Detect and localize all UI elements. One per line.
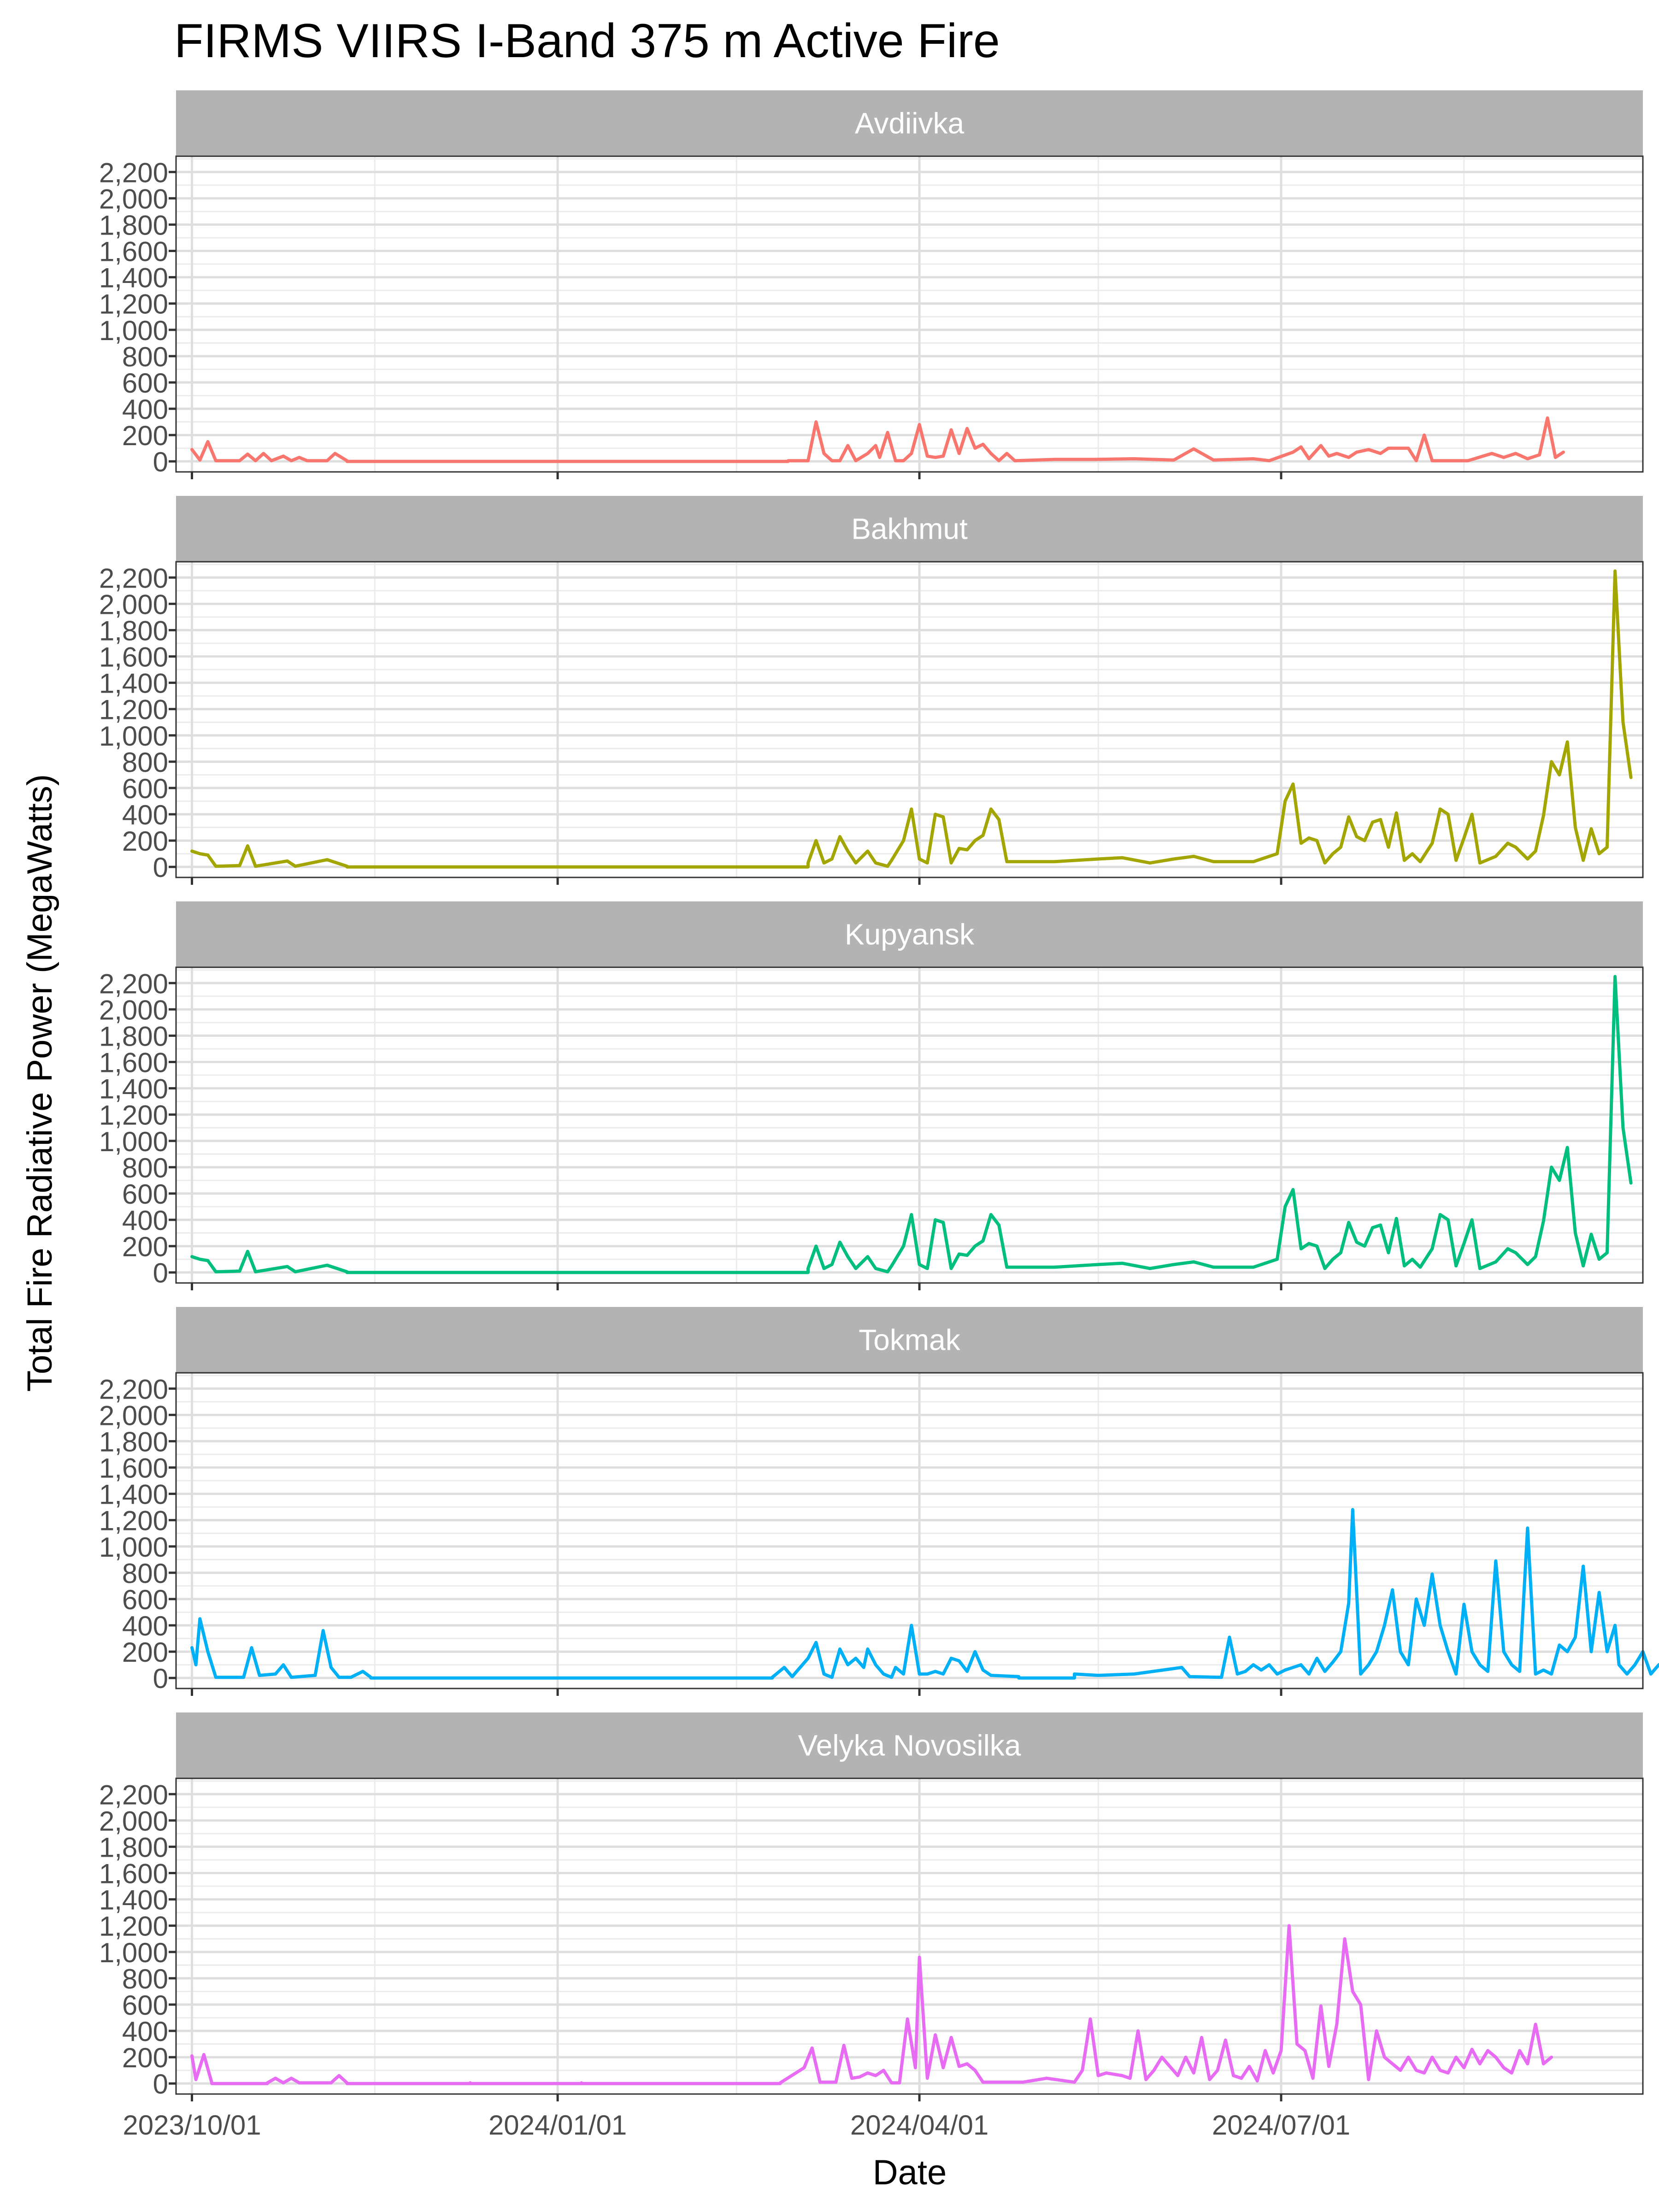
y-tick-label: 200	[122, 2042, 168, 2073]
plot-panel	[176, 967, 1643, 1283]
panel-border	[175, 1372, 1644, 1689]
y-tick-label: 2,200	[99, 1374, 168, 1405]
y-tick-label: 1,400	[99, 1479, 168, 1510]
y-tick-label: 2,200	[99, 968, 168, 999]
facet-strip	[176, 496, 1643, 562]
series-line	[190, 1508, 1659, 1680]
y-tick-label: 2,000	[99, 994, 168, 1025]
series-line	[190, 416, 1565, 463]
y-tick-label: 1,600	[99, 1047, 168, 1078]
y-tick-label: 1,200	[99, 289, 168, 320]
y-tick-label: 800	[122, 1964, 168, 1994]
y-tick-label: 0	[153, 2069, 168, 2100]
facet-strip	[176, 1307, 1643, 1373]
facet-panel: Tokmak 02004006008001,0001,2001,4001,6001…	[99, 1307, 1659, 1696]
y-tick-label: 400	[122, 1205, 168, 1236]
y-tick-label: 2,200	[99, 1779, 168, 1810]
y-tick-label: 2,200	[99, 563, 168, 594]
y-tick-label: 600	[122, 773, 168, 804]
y-tick-label: 1,400	[99, 1885, 168, 1916]
y-tick-label: 1,800	[99, 615, 168, 646]
y-axis-title: Total Fire Radiative Power (MegaWatts)	[20, 774, 59, 1392]
y-tick-label: 600	[122, 1179, 168, 1210]
y-tick-label: 800	[122, 747, 168, 778]
facet-panel: Avdiivka 02004006008001,0001,2001,4001,60…	[99, 90, 1644, 479]
plot-panel	[176, 156, 1643, 472]
y-tick-label: 800	[122, 1153, 168, 1183]
y-tick-label: 0	[153, 447, 168, 477]
y-tick-label: 1,000	[99, 315, 168, 346]
x-axis: 2023/10/01 2024/01/01 2024/04/01 2024/07/01	[123, 2110, 1350, 2141]
facet-strip-label: Bakhmut	[851, 512, 968, 546]
y-tick-label: 2,000	[99, 1400, 168, 1431]
facet-strip	[176, 901, 1643, 967]
y-tick-label: 1,200	[99, 694, 168, 725]
facet-strip-label: Kupyansk	[845, 918, 975, 951]
y-tick-label: 1,400	[99, 263, 168, 294]
series-line	[190, 1924, 1553, 2085]
y-tick-label: 2,000	[99, 1806, 168, 1836]
facet-strip-label: Avdiivka	[855, 107, 965, 140]
facet-strip-label: Velyka Novosilka	[798, 1729, 1021, 1762]
panel-border	[175, 966, 1644, 1284]
facet-panel: Kupyansk 02004006008001,0001,2001,4001,60…	[99, 901, 1644, 1290]
y-tick-label: 1,800	[99, 1021, 168, 1052]
y-tick-label: 1,000	[99, 1126, 168, 1157]
y-tick-label: 1,400	[99, 1074, 168, 1105]
y-tick-label: 1,800	[99, 1832, 168, 1863]
y-tick-label: 0	[153, 1258, 168, 1288]
facet-strip-label: Tokmak	[859, 1324, 961, 1357]
y-tick-label: 1,600	[99, 236, 168, 267]
y-tick-label: 2,200	[99, 157, 168, 188]
facet-panels: Avdiivka02004006008001,0001,2001,4001,60…	[99, 90, 1659, 2101]
y-tick-label: 1,800	[99, 1426, 168, 1457]
y-tick-label: 800	[122, 341, 168, 372]
plot-panel	[176, 1778, 1643, 2094]
y-tick-label: 600	[122, 1990, 168, 2021]
y-tick-label: 2,000	[99, 589, 168, 620]
y-tick-label: 0	[153, 852, 168, 883]
y-tick-label: 400	[122, 394, 168, 425]
facet-strip	[176, 1712, 1643, 1778]
y-tick-label: 400	[122, 2016, 168, 2047]
y-tick-label: 2,000	[99, 183, 168, 214]
x-tick-label: 2023/10/01	[123, 2110, 261, 2141]
y-tick-label: 200	[122, 1231, 168, 1262]
x-tick-label: 2024/04/01	[850, 2110, 988, 2141]
y-tick-label: 600	[122, 1584, 168, 1615]
facet-panel: Bakhmut 02004006008001,0001,2001,4001,600…	[99, 496, 1644, 885]
y-tick-label: 1,200	[99, 1100, 168, 1131]
y-tick-label: 600	[122, 368, 168, 399]
x-tick-label: 2024/01/01	[488, 2110, 627, 2141]
y-tick-label: 800	[122, 1558, 168, 1589]
y-tick-label: 1,200	[99, 1506, 168, 1536]
y-tick-label: 1,600	[99, 1859, 168, 1889]
x-tick-label: 2024/07/01	[1212, 2110, 1350, 2141]
panel-border	[175, 561, 1644, 878]
y-tick-label: 1,400	[99, 668, 168, 699]
y-tick-label: 1,000	[99, 1532, 168, 1563]
x-axis-title: Date	[873, 2153, 947, 2192]
y-tick-label: 1,800	[99, 210, 168, 241]
panel-border	[175, 155, 1644, 473]
y-tick-label: 0	[153, 1663, 168, 1694]
y-tick-label: 400	[122, 1611, 168, 1641]
y-tick-label: 1,000	[99, 1937, 168, 1968]
y-tick-label: 200	[122, 826, 168, 857]
facet-strip	[176, 90, 1643, 156]
panel-border	[175, 1777, 1644, 2095]
facet-panel: Velyka Novosilka02004006008001,0001,2001…	[99, 1712, 1644, 2101]
y-tick-label: 1,600	[99, 1453, 168, 1484]
y-tick-label: 1,600	[99, 642, 168, 673]
series-line	[190, 569, 1633, 869]
plot-panel	[176, 562, 1643, 877]
y-tick-label: 200	[122, 1637, 168, 1668]
y-tick-label: 400	[122, 800, 168, 830]
series-line	[190, 975, 1633, 1274]
y-tick-label: 1,000	[99, 721, 168, 752]
chart-title: FIRMS VIIRS I-Band 375 m Active Fire	[174, 14, 1000, 68]
y-tick-label: 1,200	[99, 1911, 168, 1942]
y-tick-label: 200	[122, 420, 168, 451]
